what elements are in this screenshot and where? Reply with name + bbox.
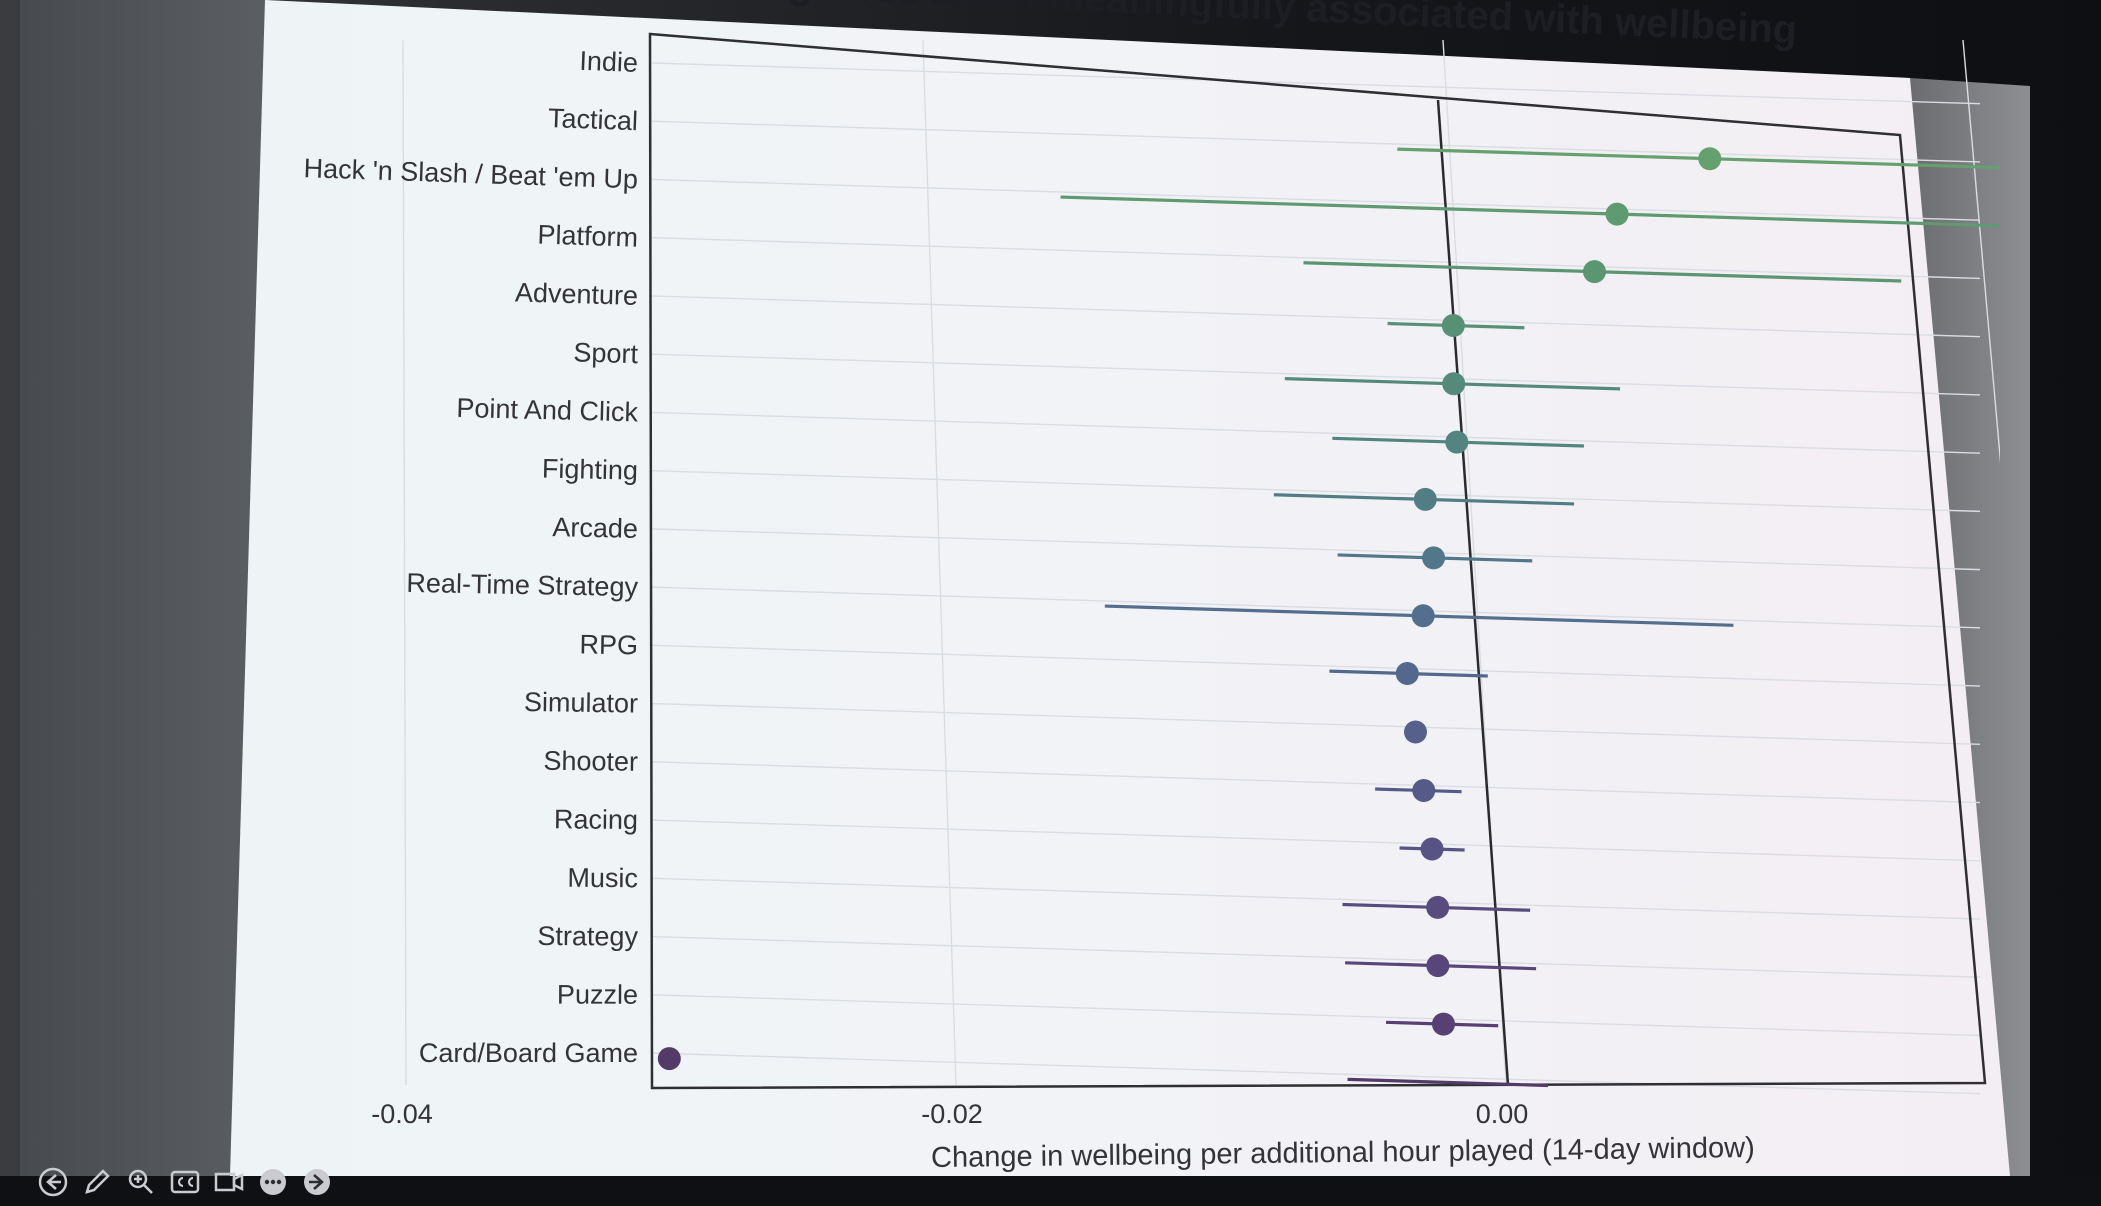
estimate-point: [1422, 546, 1446, 570]
estimate-point: [1431, 1012, 1455, 1036]
genre-label: Shooter: [543, 746, 638, 777]
estimate-point: [1582, 260, 1606, 284]
estimate-point: [1445, 430, 1469, 454]
x-tick-label: -0.02: [921, 1099, 983, 1129]
slide-left-edge: [20, 0, 270, 1206]
genre-label: Sport: [573, 337, 639, 369]
gridlines: [402, 39, 2000, 1095]
genre-label: Fighting: [542, 453, 639, 485]
gridline-vertical: [1962, 39, 2000, 464]
gridline-horizontal: [651, 644, 1981, 687]
more-button[interactable]: [256, 1165, 290, 1199]
gridline-vertical: [402, 39, 407, 1086]
chart-title: Most genres aren't meaningfully associat…: [683, 0, 1798, 52]
estimates-layer: [657, 147, 2000, 1088]
estimate-point: [1413, 487, 1437, 511]
genre-label: Music: [567, 863, 638, 893]
ci-line: [1060, 195, 2000, 228]
gridline-horizontal: [651, 411, 1981, 454]
back-arrow-icon: [38, 1167, 68, 1197]
genre-label: Puzzle: [557, 980, 638, 1010]
genre-label: Tactical: [547, 103, 638, 136]
x-axis-label: Change in wellbeing per additional hour …: [931, 1132, 1755, 1174]
gridline-horizontal: [651, 120, 1981, 163]
x-axis-ticks: -0.06-0.04-0.020.000.02: [371, 1099, 1529, 1129]
estimate-point: [1698, 147, 1722, 171]
genre-label: Arcade: [552, 512, 638, 544]
gridline-vertical: [922, 39, 957, 1086]
gridline-horizontal: [651, 586, 1981, 629]
x-tick-label: 0.00: [1476, 1099, 1529, 1129]
genre-label: Hack 'n Slash / Beat 'em Up: [303, 153, 638, 194]
estimate-point: [1605, 202, 1629, 226]
projected-slide: [230, 0, 2010, 1176]
gridline-horizontal: [651, 935, 1981, 978]
back-button[interactable]: [36, 1165, 70, 1199]
gridline-horizontal: [651, 528, 1981, 571]
genre-label: Real-Time Strategy: [406, 568, 639, 602]
gridline-horizontal: [651, 761, 1981, 804]
genre-label: Adventure: [515, 277, 639, 311]
estimate-point: [1411, 604, 1435, 628]
x-tick-label: -0.04: [371, 1099, 433, 1129]
zoom-icon: [128, 1169, 153, 1194]
presentation-toolbar: [36, 1165, 334, 1199]
genre-label: Indie: [579, 46, 639, 78]
camera-button[interactable]: [212, 1165, 246, 1199]
pen-icon: [85, 1169, 110, 1194]
estimate-point: [1420, 837, 1444, 861]
gridline-horizontal: [651, 295, 1981, 338]
captions-icon: [170, 1170, 200, 1194]
gridline-horizontal: [651, 994, 1981, 1037]
genre-label: Strategy: [537, 921, 638, 951]
estimate-point: [657, 1047, 681, 1071]
gridline-horizontal: [651, 237, 1981, 280]
gridline-horizontal: [651, 702, 1981, 746]
genre-label: RPG: [579, 629, 638, 660]
estimate-point: [1442, 372, 1466, 396]
genre-labels: Indie Tactical Hack 'n Slash / Beat 'em Up…: [303, 46, 639, 1068]
gridline-horizontal: [651, 877, 1981, 920]
gridline-horizontal: [651, 178, 1981, 221]
screen-bottom-bar: [0, 1176, 2101, 1206]
estimate-point: [1395, 662, 1419, 686]
genre-label: Simulator: [524, 687, 638, 719]
forward-arrow-icon: [304, 1169, 330, 1195]
genre-label: Card/Board Game: [419, 1038, 638, 1068]
estimate-point: [1412, 779, 1436, 803]
gridline-horizontal: [651, 819, 1981, 862]
estimate-point: [1426, 954, 1450, 978]
gridline-horizontal: [651, 469, 1981, 513]
gridline-horizontal: [651, 62, 1981, 105]
estimate-point: [1441, 314, 1465, 338]
zero-reference-line: [1436, 99, 1510, 1086]
camera-icon: [214, 1172, 244, 1192]
genre-label: Point And Click: [456, 393, 639, 428]
zoom-button[interactable]: [124, 1165, 158, 1199]
gridline-horizontal: [651, 1052, 1981, 1095]
captions-button[interactable]: [168, 1165, 202, 1199]
genre-label: Platform: [537, 220, 638, 253]
estimate-point: [1404, 720, 1428, 744]
ci-line: [1347, 1077, 1549, 1088]
more-icon: [260, 1169, 286, 1195]
gridline-horizontal: [651, 353, 1981, 396]
plot-frame: [648, 32, 1987, 1090]
estimate-point: [1426, 895, 1450, 919]
forward-button[interactable]: [300, 1165, 334, 1199]
forest-plot: Indie Tactical Hack 'n Slash / Beat 'em Up…: [303, 0, 2000, 1174]
genre-label: Racing: [554, 804, 638, 835]
pen-button[interactable]: [80, 1165, 114, 1199]
